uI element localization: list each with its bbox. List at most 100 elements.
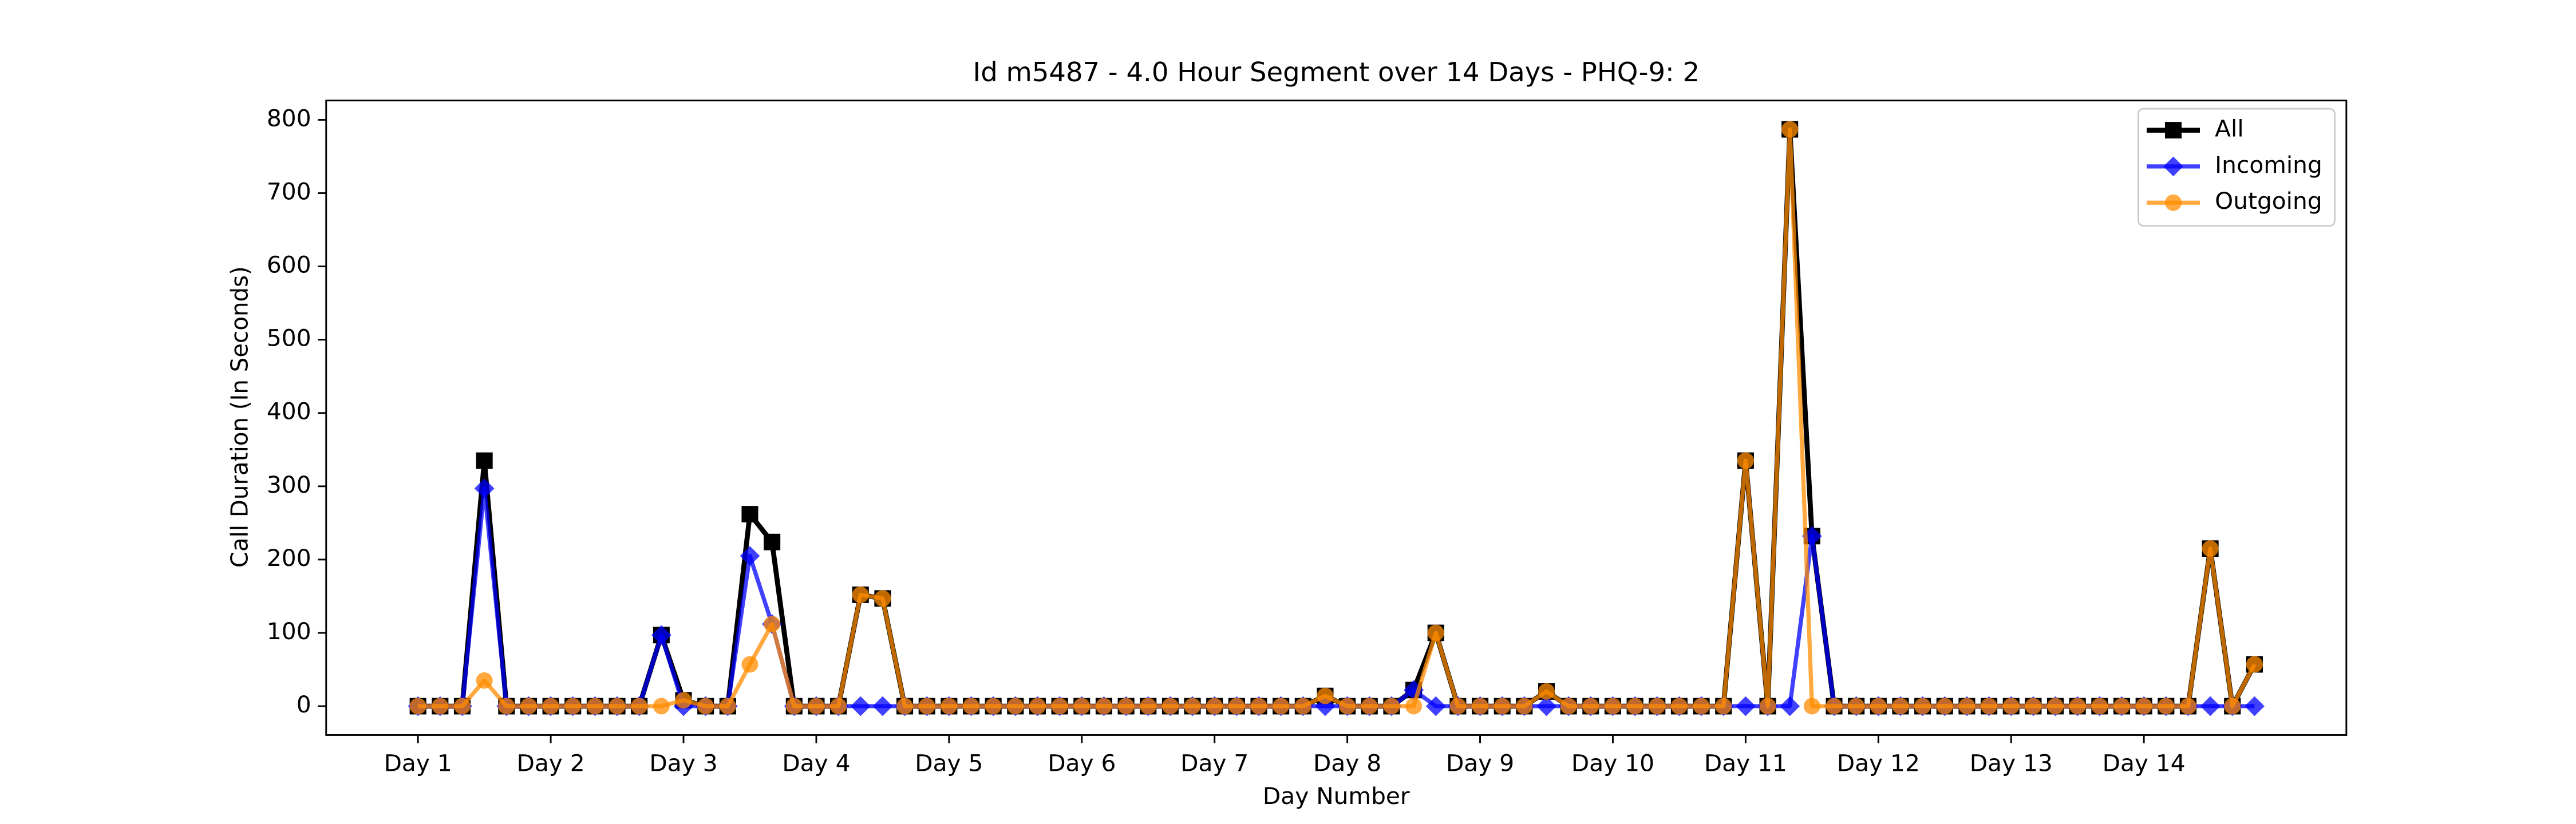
- marker: [1095, 698, 1112, 715]
- x-tick-label: Day 11: [1704, 749, 1787, 777]
- marker: [1848, 698, 1865, 715]
- marker: [1383, 698, 1400, 715]
- y-tick-label: 200: [267, 544, 311, 572]
- x-tick-label: Day 6: [1048, 749, 1116, 777]
- marker: [719, 698, 736, 715]
- legend-marker: [2164, 122, 2182, 138]
- marker: [1405, 698, 1423, 715]
- marker: [1958, 698, 1976, 715]
- marker: [2091, 698, 2108, 715]
- x-tick-label: Day 7: [1180, 749, 1249, 777]
- series-line: [418, 126, 2257, 709]
- x-tick-label: Day 8: [1313, 749, 1381, 777]
- marker: [586, 698, 603, 715]
- marker: [609, 698, 626, 715]
- marker: [1914, 698, 1931, 715]
- legend-box: [2138, 108, 2336, 227]
- marker: [1604, 698, 1622, 715]
- x-axis-label: Day Number: [1263, 782, 1410, 810]
- marker: [918, 698, 935, 715]
- marker: [1161, 698, 1179, 715]
- marker: [1693, 698, 1710, 715]
- marker: [1516, 698, 1533, 715]
- series: [408, 478, 2265, 716]
- marker: [1273, 698, 1290, 715]
- marker: [741, 506, 758, 522]
- y-tick-label: 700: [267, 178, 311, 205]
- marker: [1472, 698, 1489, 715]
- marker: [1626, 698, 1643, 715]
- marker: [2113, 698, 2131, 715]
- marker: [675, 692, 692, 709]
- marker: [764, 616, 781, 633]
- x-tick-label: Day 3: [649, 749, 717, 777]
- marker: [1294, 698, 1311, 715]
- x-tick-label: Day 2: [517, 749, 585, 777]
- marker: [1870, 698, 1887, 715]
- marker: [941, 698, 958, 715]
- y-tick-label: 800: [267, 105, 311, 132]
- y-tick-label: 300: [267, 471, 311, 498]
- marker: [1826, 698, 1843, 715]
- marker: [520, 698, 537, 715]
- marker: [741, 656, 758, 673]
- y-tick-label: 0: [297, 691, 311, 718]
- series: [409, 121, 2263, 715]
- marker: [564, 698, 582, 715]
- marker: [850, 696, 871, 716]
- marker: [432, 698, 449, 715]
- marker: [2047, 698, 2064, 715]
- marker: [1536, 696, 1556, 716]
- marker: [962, 698, 980, 715]
- marker: [1206, 698, 1223, 715]
- legend-label: Incoming: [2215, 151, 2322, 179]
- marker: [764, 533, 781, 550]
- x-tick-label: Day 1: [384, 749, 452, 777]
- y-tick-label: 500: [267, 324, 311, 352]
- marker: [2069, 698, 2086, 715]
- marker: [1670, 698, 1688, 715]
- marker: [1427, 624, 1444, 641]
- marker: [2244, 696, 2265, 716]
- y-axis-label: Call Duration (In Seconds): [226, 266, 253, 568]
- marker: [2200, 696, 2221, 716]
- marker: [474, 478, 495, 498]
- legend-label: Outgoing: [2215, 187, 2322, 215]
- marker: [653, 698, 670, 715]
- marker: [453, 698, 471, 715]
- marker: [1560, 698, 1577, 715]
- marker: [1803, 698, 1820, 715]
- x-tick-label: Day 12: [1837, 749, 1920, 777]
- y-tick-label: 600: [267, 251, 311, 279]
- x-tick-label: Day 14: [2103, 749, 2186, 777]
- marker: [631, 698, 648, 715]
- plot-frame: [325, 100, 2348, 736]
- marker: [896, 698, 914, 715]
- marker: [1538, 683, 1555, 700]
- marker: [697, 698, 714, 715]
- marker: [1117, 698, 1135, 715]
- x-tick-label: Day 9: [1446, 749, 1514, 777]
- marker: [1073, 698, 1091, 715]
- marker: [985, 698, 1002, 715]
- x-tick-label: Day 4: [782, 749, 850, 777]
- marker: [830, 698, 847, 715]
- marker: [785, 698, 803, 715]
- marker: [1007, 698, 1024, 715]
- marker: [1759, 698, 1776, 715]
- marker: [852, 586, 869, 603]
- marker: [872, 696, 893, 716]
- marker: [1735, 696, 1756, 716]
- marker: [1494, 698, 1511, 715]
- marker: [1582, 698, 1599, 715]
- marker: [542, 698, 559, 715]
- x-tick-label: Day 5: [915, 749, 983, 777]
- marker: [1892, 698, 1909, 715]
- marker: [2246, 656, 2263, 673]
- marker: [2224, 698, 2241, 715]
- marker: [2135, 698, 2152, 715]
- marker: [476, 452, 493, 469]
- marker: [1140, 698, 1157, 715]
